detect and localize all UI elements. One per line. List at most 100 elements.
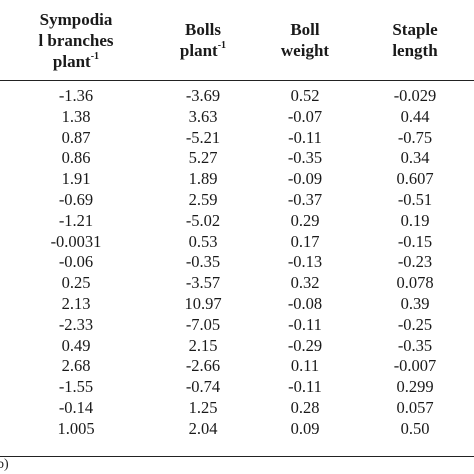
table-cell: -1.55: [58, 377, 94, 397]
table-cell: -0.11: [288, 314, 322, 334]
table-cell: -0.0031: [50, 231, 102, 251]
table-cell: -0.29: [287, 335, 323, 355]
table-row: -1.36 -3.69 0.52 -0.029: [0, 86, 474, 107]
header-line: plant: [179, 41, 218, 60]
table-cell: 10.97: [184, 293, 222, 313]
header-superscript: -1: [217, 40, 227, 52]
table-cell: 0.39: [400, 293, 430, 313]
table-cell: -0.09: [287, 169, 323, 189]
table-cell: 0.53: [188, 231, 218, 251]
table-row: 2.68 -2.66 0.11 -0.007: [0, 356, 474, 377]
table-cell: 0.44: [400, 106, 430, 126]
table-cell: 0.86: [61, 148, 91, 168]
table-row: 1.38 3.63 -0.07 0.44: [0, 107, 474, 128]
table-cell: -0.35: [287, 148, 323, 168]
table-row: 0.86 5.27 -0.35 0.34: [0, 148, 474, 169]
table-cell: 0.28: [290, 397, 320, 417]
header-line: length: [392, 41, 438, 60]
table-cell: 0.49: [61, 335, 91, 355]
table-cell: -0.74: [185, 377, 221, 397]
table-cell: -3.57: [185, 273, 221, 293]
header-boll-weight: Boll weight: [254, 0, 356, 80]
table-cell: -0.51: [397, 189, 433, 209]
table-row: 0.87 -5.21 -0.11 -0.75: [0, 128, 474, 149]
table-cell: -0.07: [287, 106, 323, 126]
table-row: -0.06 -0.35 -0.13 -0.23: [0, 252, 474, 273]
table-cell: 1.38: [61, 106, 91, 126]
table-cell: 2.68: [61, 356, 91, 376]
table-cell: -0.69: [58, 189, 94, 209]
table-row: 0.25 -3.57 0.32 0.078: [0, 273, 474, 294]
table-cell: -0.08: [287, 293, 323, 313]
table-cell: -0.06: [58, 252, 94, 272]
header-line: Bolls: [185, 20, 221, 39]
table-cell: -0.11: [288, 377, 322, 397]
table-row: -1.55 -0.74 -0.11 0.299: [0, 377, 474, 398]
table-cell: 0.078: [396, 273, 434, 293]
table-cell: -0.37: [287, 189, 323, 209]
table-cell: 0.29: [290, 210, 320, 230]
header-line: Sympodia: [39, 9, 113, 29]
table-cell: -2.66: [185, 356, 221, 376]
table-cell: 0.09: [290, 418, 320, 438]
table-cell: -5.21: [185, 127, 221, 147]
table-body: -1.36 -3.69 0.52 -0.029 1.38 3.63 -0.07 0.44 0.8…: [0, 86, 474, 440]
header-line: weight: [280, 41, 330, 60]
table-cell: 1.25: [188, 397, 218, 417]
table-cell: 0.19: [400, 210, 430, 230]
table-cell: -2.33: [58, 314, 94, 334]
table-cell: 0.32: [290, 273, 320, 293]
table-row: 0.49 2.15 -0.29 -0.35: [0, 336, 474, 357]
table-cell: -0.007: [393, 356, 437, 376]
table-cell: -0.15: [397, 231, 433, 251]
table-cell: -0.029: [393, 86, 437, 105]
table-cell: 2.15: [188, 335, 218, 355]
table-cell: -0.75: [397, 127, 433, 147]
table-row: -2.33 -7.05 -0.11 -0.25: [0, 315, 474, 336]
table-cell: -0.23: [397, 252, 433, 272]
panel-label: b): [0, 457, 9, 472]
table-cell: -0.13: [287, 252, 323, 272]
table-cell: -0.14: [58, 397, 94, 417]
table-cell: -3.69: [185, 86, 221, 105]
header-line: Staple: [392, 20, 438, 39]
table-row: -1.21 -5.02 0.29 0.19: [0, 211, 474, 232]
table-cell: 1.89: [188, 169, 218, 189]
table-row: -0.69 2.59 -0.37 -0.51: [0, 190, 474, 211]
header-superscript: -1: [90, 50, 100, 62]
table-cell: -1.21: [58, 210, 94, 230]
table-cell: -1.36: [58, 86, 94, 105]
table-cell: 0.607: [396, 169, 434, 189]
table-cell: 0.299: [396, 377, 434, 397]
table-cell: 0.34: [400, 148, 430, 168]
header-line: Boll: [290, 20, 320, 39]
table-cell: 0.87: [61, 127, 91, 147]
table-row: 2.13 10.97 -0.08 0.39: [0, 294, 474, 315]
header-staple-length: Staple length: [356, 0, 474, 80]
table-cell: 0.52: [290, 86, 320, 105]
table-row: -0.14 1.25 0.28 0.057: [0, 398, 474, 419]
table-cell: 0.11: [290, 356, 320, 376]
table-cell: -0.11: [288, 127, 322, 147]
table-cell: 0.50: [400, 418, 430, 438]
table-cell: -0.35: [185, 252, 221, 272]
table-cell: 3.63: [188, 106, 218, 126]
table-cell: 2.04: [188, 418, 218, 438]
table-cell: 0.17: [290, 231, 320, 251]
table-row: 1.005 2.04 0.09 0.50: [0, 419, 474, 440]
table-bottom-rule: [0, 456, 474, 457]
table-cell: -7.05: [185, 314, 221, 334]
table-cell: 0.057: [396, 397, 434, 417]
table-cell: -5.02: [185, 210, 221, 230]
table-cell: 2.59: [188, 189, 218, 209]
header-bolls-plant: Bolls plant-1: [152, 0, 254, 80]
table-cell: -0.35: [397, 335, 433, 355]
header-divider: [0, 80, 474, 81]
table-cell: 1.005: [57, 418, 95, 438]
header-line: l branches: [38, 30, 114, 50]
table-cell: 0.25: [61, 273, 91, 293]
table-cell: 5.27: [188, 148, 218, 168]
header-line: plant: [52, 51, 91, 71]
table-cell: 1.91: [61, 169, 91, 189]
